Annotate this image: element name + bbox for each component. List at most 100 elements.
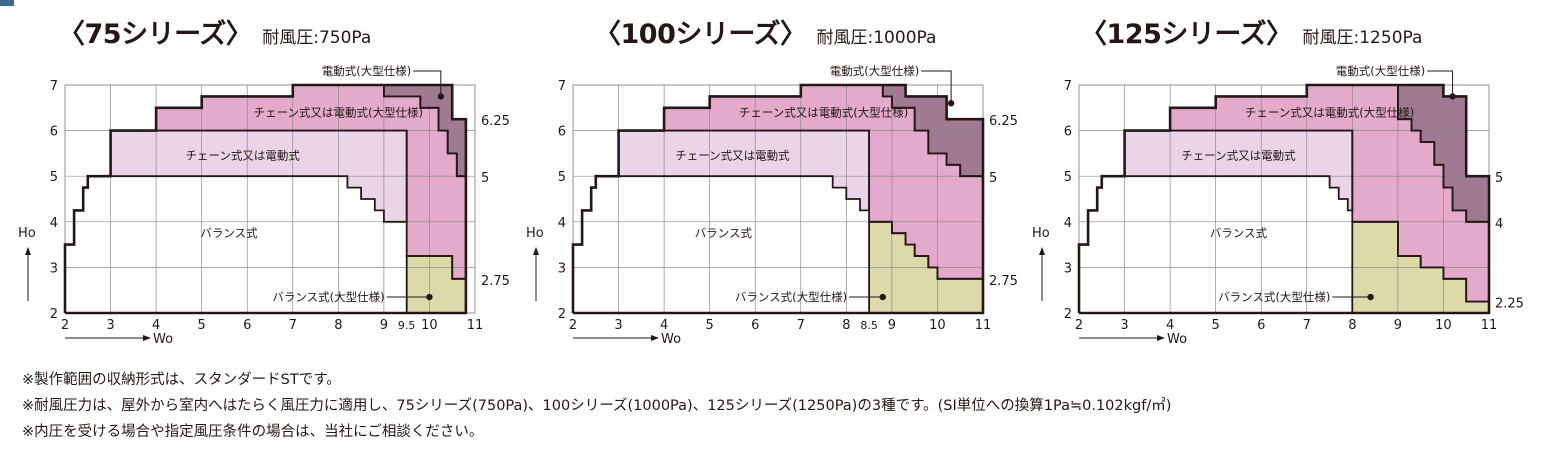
y-tick-label: 5: [1064, 170, 1072, 185]
region-fill-1: [664, 85, 983, 279]
x-tick-label: 8.5: [860, 319, 878, 332]
x-tick-label: 2: [1075, 318, 1083, 333]
region-label-chain-motor-large: チェーン式又は電動式(大型仕様): [1245, 105, 1414, 119]
callout-leader: [1427, 70, 1454, 97]
y-tick-label: 7: [558, 79, 566, 94]
region-label-chain-motor-large: チェーン式又は電動式(大型仕様): [739, 105, 908, 119]
x-tick-label: 9: [1394, 318, 1402, 333]
y-tick-label: 6: [1064, 125, 1072, 140]
feasible-outline: [63, 83, 468, 315]
feasible-outline: [1077, 83, 1491, 315]
y-tick-label: 5: [50, 170, 58, 185]
x-tick-label: 11: [975, 318, 992, 333]
region-label-motor-large: 電動式(大型仕様): [322, 64, 411, 78]
x-tick-label: 10: [929, 318, 946, 333]
region-fill-2: [1124, 130, 1353, 211]
y-tick-label: 6: [558, 125, 566, 140]
x-tick-label: 8: [334, 318, 342, 333]
x-axis-label: Wo: [1167, 332, 1187, 347]
series-title-100: 〈100シリーズ〉 耐風圧:1000Pa: [594, 12, 936, 51]
x-axis-label: Wo: [661, 332, 681, 347]
right-value-label: 5: [481, 171, 489, 186]
series-title-125: 〈125シリーズ〉 耐風圧:1250Pa: [1080, 12, 1422, 51]
x-tick-label: 2: [61, 318, 69, 333]
x-tick-label: 10: [1435, 318, 1452, 333]
feasible-outline: [571, 83, 985, 315]
ho-arrow-head: [533, 247, 539, 255]
x-tick-label: 8: [1348, 318, 1356, 333]
callout-leader: [921, 70, 952, 104]
x-tick-label: 9.5: [398, 319, 416, 332]
right-value-label: 6.25: [989, 114, 1018, 129]
footnote: ※耐風圧力は、屋外から室内へはたらく風圧力に適用し、75シリーズ(750Pa)、…: [22, 398, 1172, 414]
y-tick-label: 6: [50, 125, 58, 140]
footnotes: ※製作範囲の収納形式は、スタンダードSTです。 ※耐風圧力は、屋外から室内へはた…: [22, 367, 1171, 445]
x-tick-label: 7: [1303, 318, 1311, 333]
y-axis-label: Ho: [18, 226, 36, 241]
region-fill-3: [406, 256, 466, 313]
region-fill-2: [110, 130, 407, 222]
chart-subtitle: 耐風圧:750Pa: [262, 28, 372, 48]
x-tick-label: 4: [1166, 318, 1174, 333]
y-tick-label: 7: [1064, 79, 1072, 94]
x-tick-label: 6: [243, 318, 251, 333]
region-fill-0: [383, 85, 466, 177]
chart-100-series: 2 3 4 5 6 7 8 8.5 9 10 11 2 3 4 5 6 7 6.25 5 2.75 Ho Wo 電動式(大型…: [526, 64, 1018, 347]
y-axis-label: Ho: [1032, 226, 1050, 241]
region-label-chain-motor: チェーン式又は電動式: [675, 149, 790, 163]
chart-125-series: 2 3 4 5 6 7 8 9 10 11 2 3 4 5 6 7 5 4 2.25 Ho Wo 電動式(大型仕様) チェー…: [1032, 64, 1524, 347]
x-tick-label: 9: [888, 318, 896, 333]
right-value-label: 5: [989, 171, 997, 186]
region-fill-1: [1170, 85, 1489, 302]
y-tick-label: 4: [50, 216, 58, 231]
region-label-balance: バランス式: [200, 226, 258, 240]
chart-subtitle: 耐風圧:1000Pa: [816, 28, 937, 48]
y-tick-label: 2: [50, 307, 58, 322]
x-tick-label: 3: [614, 318, 622, 333]
wo-arrow-head: [143, 335, 151, 341]
x-tick-label: 11: [1481, 318, 1498, 333]
x-tick-label: 5: [1212, 318, 1220, 333]
series-title-75: 〈75シリーズ〉 耐風圧:750Pa: [58, 12, 371, 51]
x-tick-label: 6: [751, 318, 759, 333]
region-label-chain-motor: チェーン式又は電動式: [185, 149, 300, 163]
region-fill-2: [618, 130, 870, 211]
x-tick-label: 6: [1257, 318, 1265, 333]
footnote: ※製作範囲の収納形式は、スタンダードSTです。: [22, 372, 341, 388]
right-value-label: 2.75: [481, 274, 510, 289]
region-label-balance-large: バランス式(大型仕様): [1218, 290, 1330, 304]
right-value-label: 2.75: [989, 274, 1018, 289]
y-tick-label: 4: [558, 216, 566, 231]
wo-arrow-head: [1157, 335, 1165, 341]
corner-accent: [0, 0, 14, 6]
x-tick-label: 4: [660, 318, 668, 333]
x-tick-label: 7: [797, 318, 805, 333]
x-tick-label: 10: [421, 318, 438, 333]
y-tick-label: 3: [1064, 261, 1072, 276]
x-tick-label: 4: [152, 318, 160, 333]
x-tick-label: 5: [198, 318, 206, 333]
x-tick-label: 7: [289, 318, 297, 333]
region-outline-3: [868, 220, 984, 314]
region-label-chain-motor-large: チェーン式又は電動式(大型仕様): [254, 105, 423, 119]
region-label-balance: バランス式: [695, 226, 753, 240]
y-tick-label: 3: [50, 261, 58, 276]
marker-dot: [947, 100, 955, 107]
ho-arrow-head: [25, 247, 31, 255]
chart-subtitle: 耐風圧:1250Pa: [1302, 28, 1423, 48]
right-value-label: 2.25: [1495, 297, 1524, 312]
x-tick-label: 9: [380, 318, 388, 333]
y-tick-label: 4: [1064, 216, 1072, 231]
y-tick-label: 7: [50, 79, 58, 94]
y-axis-label: Ho: [526, 226, 544, 241]
chart-title: 〈75シリーズ〉: [58, 19, 253, 50]
region-label-balance: バランス式: [1210, 226, 1268, 240]
region-outline-2: [109, 129, 408, 223]
region-label-motor-large: 電動式(大型仕様): [1336, 64, 1425, 78]
region-label-balance-large: バランス式(大型仕様): [735, 290, 847, 304]
region-outline-2: [617, 129, 871, 212]
y-tick-label: 2: [1064, 307, 1072, 322]
right-value-label: 5: [1495, 171, 1503, 186]
x-tick-label: 2: [569, 318, 577, 333]
wo-arrow-head: [651, 335, 659, 341]
